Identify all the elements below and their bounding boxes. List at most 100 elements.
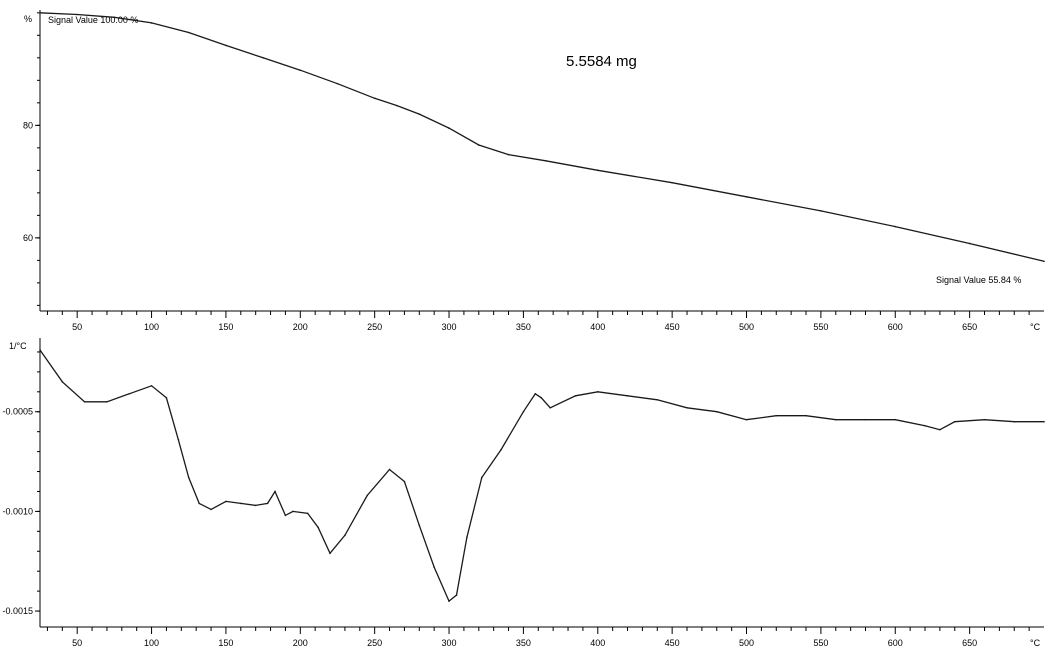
dtg-data-point [953, 420, 956, 423]
dtg-data-point [388, 468, 391, 471]
dtg-x-tick-label: 200 [293, 638, 308, 648]
tg-x-tick-label: 50 [72, 322, 82, 332]
dtg-x-tick-label: 500 [739, 638, 754, 648]
dtg-data-point [522, 410, 525, 413]
dtg-x-tick-label: 350 [516, 638, 531, 648]
dtg-x-tick-label: 450 [665, 638, 680, 648]
tg-y-tick-label: 60 [23, 233, 33, 243]
dtg-data-point [106, 400, 108, 403]
dtg-data-point [39, 349, 41, 351]
dtg-data-point [574, 395, 577, 397]
dtg-data-point [418, 524, 421, 527]
tg-x-unit: °C [1030, 322, 1041, 332]
dtg-data-point [274, 490, 276, 493]
dtg-data-point [745, 418, 748, 421]
tg-data-point [336, 82, 339, 85]
dtg-data-point [317, 526, 319, 529]
dtg-data-point [924, 424, 926, 427]
dtg-panel: 1/°C °C 50 100 150 200 250 300 350 400 450 500 550… [2, 338, 1045, 648]
dtg-data-point [198, 502, 200, 505]
dtg-data-point [329, 552, 331, 555]
dtg-data-point [596, 391, 599, 393]
tg-data-point [225, 44, 227, 47]
tg-x-tick-label: 350 [516, 322, 531, 332]
dtg-data-point [983, 418, 986, 421]
tg-x-tick-label: 300 [442, 322, 457, 332]
dtg-data-point [344, 534, 346, 537]
tg-data-point [187, 31, 190, 34]
dtg-data-point [292, 510, 294, 513]
dtg-data-point [177, 438, 180, 441]
dtg-data-point [254, 504, 257, 507]
dtg-x-tick-label: 300 [442, 638, 457, 648]
dtg-curve [39, 349, 1044, 603]
tg-x-tick-label: 150 [218, 322, 233, 332]
tg-data-point [150, 22, 153, 24]
tg-data-point [544, 159, 547, 162]
dtg-data-point [805, 414, 807, 417]
tg-start-annotation: Signal Value 100.00 % [48, 15, 138, 25]
tg-data-point [671, 181, 673, 184]
tg-x-tick-label: 250 [367, 322, 382, 332]
tg-x-tick-label: 200 [293, 322, 308, 332]
tg-data-point [299, 69, 302, 71]
tg-x-tick-label: 500 [739, 322, 754, 332]
dtg-data-point [1013, 420, 1016, 423]
tg-data-point [894, 225, 897, 228]
dtg-x-tick-label: 50 [72, 638, 82, 648]
dtg-y-tick-label: -0.0015 [2, 606, 33, 616]
dtg-data-point [187, 476, 190, 479]
tg-data-point [262, 57, 264, 59]
dtg-data-point [466, 536, 468, 539]
dtg-data-point [939, 428, 941, 431]
dtg-data-point [480, 476, 483, 479]
tg-data-point [1043, 260, 1045, 263]
tg-data-point [418, 113, 421, 115]
dtg-y-tick-label: -0.0010 [2, 506, 33, 516]
tg-y-tick-label: 80 [23, 120, 33, 130]
tg-x-tick-label: 450 [665, 322, 680, 332]
tg-data-point [373, 97, 376, 100]
tg-data-point [968, 242, 971, 245]
dtg-data-point [448, 600, 450, 602]
sample-mass-label: 5.5584 mg [566, 53, 637, 70]
dtg-x-tick-label: 250 [367, 638, 382, 648]
dtg-data-point [150, 385, 153, 387]
tg-data-point [39, 12, 41, 14]
dtg-data-point [626, 395, 629, 397]
dtg-y-unit: 1/°C [9, 341, 27, 351]
dtg-data-point [306, 512, 309, 515]
dtg-data-point [500, 448, 502, 451]
tg-data-point [113, 16, 116, 19]
dtg-data-point [210, 508, 212, 511]
dtg-data-point [894, 418, 897, 421]
tg-x-tick-label: 100 [144, 322, 159, 332]
dtg-data-point [266, 502, 269, 505]
dtg-data-point [225, 500, 227, 503]
dtg-x-tick-label: 100 [144, 638, 159, 648]
dtg-data-point [284, 514, 287, 517]
dtg-data-point [61, 381, 64, 383]
dtg-data-point [864, 418, 867, 421]
dtg-x-unit: °C [1030, 638, 1041, 648]
dtg-x-tick-label: 550 [813, 638, 828, 648]
dtg-data-point [240, 502, 242, 505]
tg-panel: % °C Signal Value 100.00 % Signal Value … [23, 10, 1045, 332]
tg-data-point [596, 169, 599, 172]
tg-x-tick-label: 400 [590, 322, 605, 332]
dtg-data-point [165, 396, 168, 399]
tg-end-annotation: Signal Value 55.84 % [936, 275, 1021, 285]
dtg-x-tick-label: 600 [888, 638, 903, 648]
dtg-data-point [686, 406, 688, 409]
dtg-data-point [1043, 420, 1045, 423]
tg-x-tick-label: 600 [888, 322, 903, 332]
dtg-data-point [656, 398, 659, 401]
tg-data-point [76, 13, 78, 16]
tg-y-unit: % [24, 14, 32, 24]
dtg-x-tick-label: 400 [590, 638, 605, 648]
dtg-data-point [534, 393, 537, 395]
dtg-data-point [834, 418, 837, 421]
dtg-data-point [433, 566, 435, 569]
tg-curve [39, 12, 1045, 262]
